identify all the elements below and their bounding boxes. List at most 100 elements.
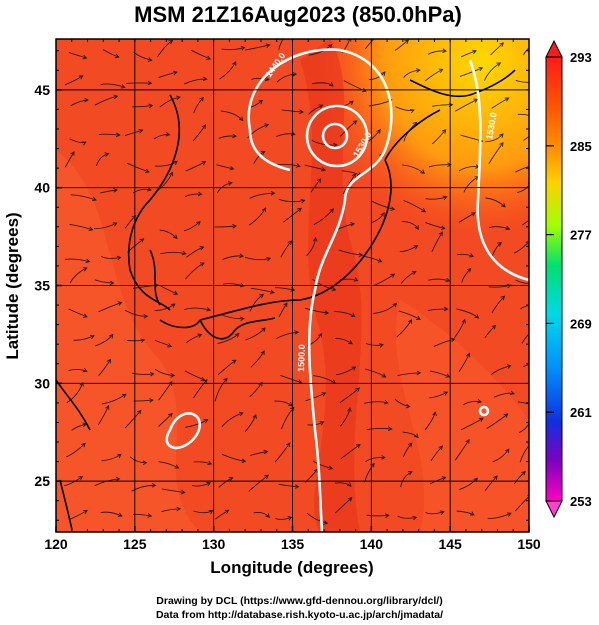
streamline-arrow: [173, 290, 179, 295]
streamline-arrow: [83, 313, 88, 318]
streamline-arrow: [504, 97, 510, 102]
streamline: [313, 375, 336, 384]
streamline: [338, 249, 363, 256]
streamline-arrow: [328, 465, 334, 470]
streamline-arrow: [264, 123, 270, 128]
streamline-arrow: [534, 303, 538, 307]
streamline: [251, 77, 270, 81]
streamline: [214, 225, 237, 228]
streamline-arrow: [104, 152, 110, 157]
streamline-arrow: [265, 43, 271, 48]
streamline: [460, 50, 477, 58]
streamline: [215, 509, 229, 520]
streamline-arrow: [88, 226, 94, 232]
credit-data: Data from http://database.rish.kyoto-u.a…: [155, 609, 444, 621]
streamline-arrow: [136, 409, 142, 415]
streamline: [368, 129, 381, 142]
y-axis: 25 30 35 40 45: [34, 50, 529, 521]
streamline-arrow: [539, 123, 543, 127]
streamline: [132, 513, 152, 517]
streamline-arrow: [432, 411, 437, 416]
streamline: [517, 113, 529, 116]
streamline: [368, 71, 386, 81]
streamline-arrow: [264, 76, 270, 82]
streamline: [523, 135, 529, 141]
streamline: [221, 412, 244, 428]
streamline: [157, 40, 173, 58]
streamline: [101, 393, 127, 405]
streamline: [463, 176, 479, 193]
streamline: [69, 223, 93, 231]
streamline-arrow: [287, 240, 293, 246]
streamline-arrow: [149, 371, 155, 377]
streamline-arrow: [109, 280, 115, 286]
streamline-arrow: [113, 187, 119, 193]
streamline-arrow: [70, 151, 75, 156]
streamline-arrow: [474, 314, 480, 319]
streamline: [304, 307, 329, 314]
streamline: [402, 164, 425, 174]
streamline: [340, 407, 351, 427]
streamline-arrow: [199, 96, 205, 102]
streamline-arrow: [287, 30, 291, 34]
streamline: [308, 44, 333, 56]
streamline-arrow: [380, 212, 385, 217]
streamline: [278, 302, 288, 318]
streamline: [371, 200, 395, 210]
streamline-arrow: [438, 445, 444, 451]
streamline-arrow: [147, 80, 153, 86]
streamline-arrow: [379, 31, 383, 35]
streamline-arrow: [381, 373, 387, 378]
streamline: [158, 413, 173, 427]
streamline-arrow: [327, 43, 333, 49]
streamline-arrow: [239, 253, 245, 259]
streamline: [396, 319, 412, 338]
streamline: [98, 359, 111, 377]
streamline-arrow: [117, 512, 123, 517]
streamline-arrow: [117, 301, 123, 306]
streamline-arrow: [323, 520, 329, 525]
streamline: [160, 251, 186, 255]
streamline-arrow: [376, 128, 381, 134]
streamline: [305, 392, 326, 402]
streamline: [281, 109, 304, 113]
streamline-arrow: [113, 94, 119, 100]
streamline: [339, 387, 360, 404]
streamline: [523, 364, 529, 367]
streamline-arrow: [324, 310, 330, 316]
x-tick-label: 150: [517, 536, 541, 552]
streamline-arrow: [378, 343, 384, 348]
streamline-arrow: [232, 60, 237, 66]
streamline: [95, 334, 114, 347]
streamline-arrow: [416, 370, 422, 376]
streamline-arrow: [227, 181, 233, 186]
streamline: [124, 309, 148, 317]
streamline-arrow: [414, 225, 419, 230]
streamline: [102, 49, 119, 58]
streamline: [519, 444, 529, 463]
streamline: [366, 428, 392, 431]
streamline-arrow: [383, 399, 389, 405]
streamline-arrow: [392, 302, 398, 308]
streamline-arrow: [499, 42, 504, 47]
streamline: [64, 476, 83, 487]
streamline: [100, 189, 118, 194]
streamline: [456, 510, 475, 516]
streamline-arrow: [381, 455, 386, 460]
streamline-arrow: [294, 330, 300, 335]
streamline: [428, 278, 450, 282]
streamline-arrow: [420, 169, 426, 174]
streamline-arrow: [533, 42, 537, 45]
streamline: [158, 461, 179, 469]
streamline: [311, 140, 337, 146]
streamline: [278, 198, 305, 203]
streamline: [161, 488, 185, 494]
streamline-arrow: [478, 66, 484, 72]
streamline-arrow: [439, 510, 445, 515]
streamline: [186, 334, 202, 344]
streamline-arrow: [181, 250, 187, 256]
streamline-arrow: [352, 120, 358, 125]
streamline-arrow: [478, 417, 484, 423]
streamline: [457, 253, 474, 257]
streamline-arrow: [264, 474, 269, 480]
